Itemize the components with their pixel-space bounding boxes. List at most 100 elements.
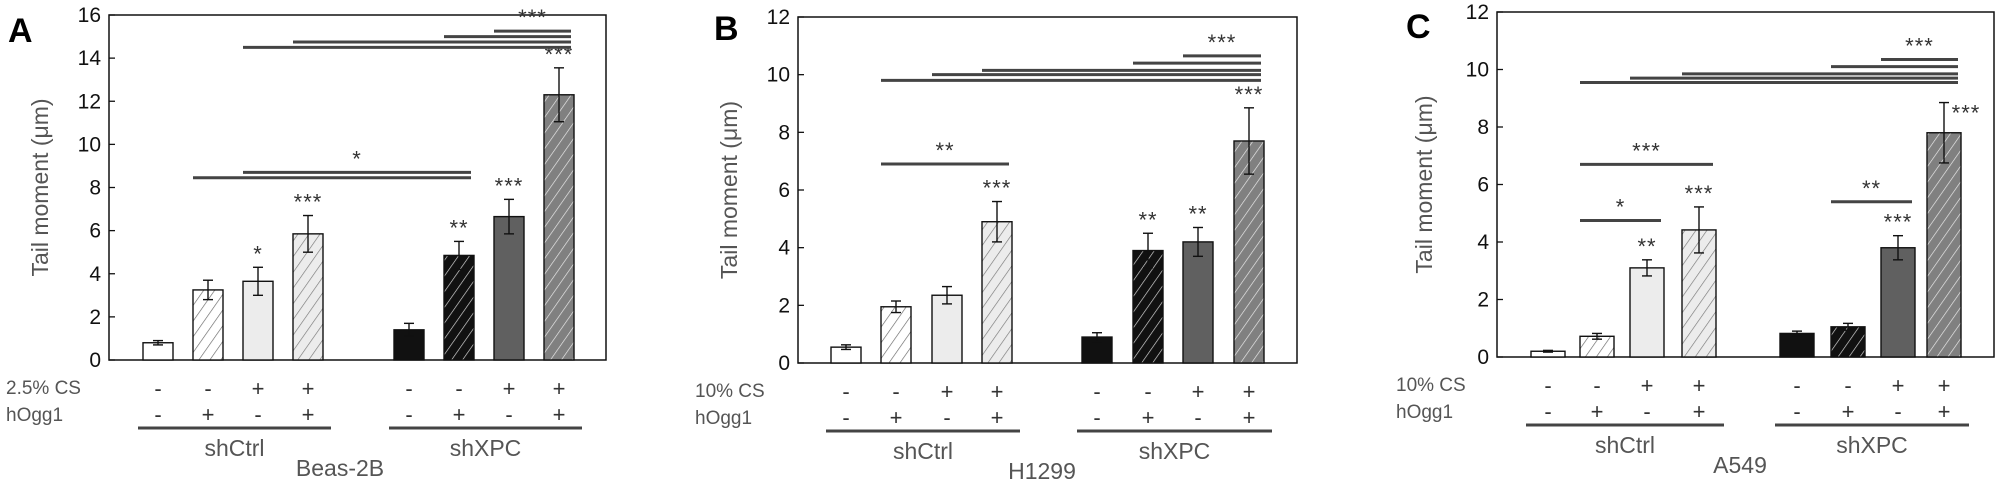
bar (1132, 249, 1164, 364)
bracket-label: *** (1208, 30, 1237, 55)
group-label: shXPC (450, 435, 522, 461)
hogg1-condition: - (1894, 399, 1901, 424)
cs-condition: + (1641, 373, 1654, 398)
bracket-label: ** (935, 138, 954, 163)
hogg1-condition: + (453, 402, 466, 427)
bar (1629, 267, 1665, 358)
cs-condition: - (405, 376, 412, 401)
cs-condition: - (204, 376, 211, 401)
y-tick-label: 8 (1477, 116, 1489, 139)
hogg1-condition: - (842, 405, 849, 430)
y-tick-label: 4 (89, 263, 101, 286)
bar (1880, 247, 1916, 358)
cs-condition: + (1892, 373, 1905, 398)
panel-label: C (1406, 8, 1431, 46)
bar (1926, 132, 1962, 358)
hogg1-condition: - (1793, 399, 1800, 424)
hogg1-condition: + (202, 402, 215, 427)
hogg1-condition: - (1643, 399, 1650, 424)
hogg1-condition: - (1544, 399, 1551, 424)
cs-condition: + (503, 376, 516, 401)
significance-label: ** (1188, 201, 1207, 226)
plot-frame (1496, 11, 1995, 358)
significance-label: ** (1138, 207, 1157, 232)
hogg1-condition: + (302, 402, 315, 427)
cs-condition: - (1593, 373, 1600, 398)
bracket-label: *** (1632, 138, 1661, 163)
hogg1-condition: - (154, 402, 161, 427)
hogg1-condition: - (1194, 405, 1201, 430)
group-label: shXPC (1836, 432, 1908, 458)
y-tick-label: 6 (1477, 174, 1489, 197)
y-tick-label: 12 (78, 90, 101, 113)
y-axis-label: Tail moment (μm) (27, 98, 53, 276)
cs-condition: + (941, 379, 954, 404)
bracket-label: *** (1905, 33, 1934, 58)
y-tick-label: 8 (778, 121, 790, 144)
hogg1-condition: - (1093, 405, 1100, 430)
hogg1-condition: + (1842, 399, 1855, 424)
row-label-hogg1: hOgg1 (695, 408, 752, 429)
bracket-label: *** (518, 5, 547, 30)
cell-line-label: Beas-2B (296, 455, 384, 481)
group-label: shCtrl (893, 438, 953, 464)
row-label-hogg1: hOgg1 (1396, 402, 1453, 423)
bar (1779, 332, 1815, 358)
bar (981, 221, 1013, 364)
y-tick-label: 8 (89, 177, 101, 200)
significance-label: *** (495, 173, 524, 198)
y-tick-label: 4 (778, 237, 790, 260)
bracket-label: ** (1862, 176, 1881, 201)
panel-label: A (8, 12, 33, 50)
y-axis-label: Tail moment (μm) (716, 101, 742, 279)
bar (1830, 326, 1866, 358)
cs-condition: - (1144, 379, 1151, 404)
y-tick-label: 10 (78, 133, 101, 156)
plot-frame (108, 14, 607, 361)
y-tick-label: 0 (89, 349, 101, 372)
y-tick-label: 2 (89, 306, 101, 329)
y-tick-label: 12 (767, 6, 790, 29)
cs-condition: - (154, 376, 161, 401)
significance-label: *** (294, 190, 323, 215)
significance-label: *** (1952, 101, 1981, 126)
cs-condition: + (302, 376, 315, 401)
row-label-cs: 2.5% CS (6, 378, 81, 399)
group-label: shCtrl (1595, 432, 1655, 458)
cs-condition: + (1693, 373, 1706, 398)
y-tick-label: 16 (78, 4, 101, 27)
cs-condition: + (1243, 379, 1256, 404)
bracket-label: * (1616, 194, 1626, 219)
bar (292, 233, 324, 361)
y-axis-label: Tail moment (μm) (1411, 95, 1437, 273)
y-tick-label: 4 (1477, 231, 1489, 254)
group-label: shCtrl (204, 435, 264, 461)
cs-condition: - (842, 379, 849, 404)
significance-label: *** (983, 176, 1012, 201)
y-tick-label: 2 (778, 294, 790, 317)
row-label-hogg1: hOgg1 (6, 405, 63, 426)
bar (880, 306, 912, 364)
y-tick-label: 6 (89, 220, 101, 243)
cell-line-label: A549 (1713, 452, 1767, 478)
bar (931, 294, 963, 364)
cs-condition: - (1844, 373, 1851, 398)
hogg1-condition: + (890, 405, 903, 430)
y-tick-label: 10 (767, 64, 790, 87)
cs-condition: + (252, 376, 265, 401)
cs-condition: + (991, 379, 1004, 404)
panel-label: B (714, 10, 739, 48)
cs-condition: + (1938, 373, 1951, 398)
hogg1-condition: - (405, 402, 412, 427)
hogg1-condition: - (254, 402, 261, 427)
bar (493, 215, 525, 361)
bar (1182, 241, 1214, 364)
hogg1-condition: + (1591, 399, 1604, 424)
y-tick-label: 2 (1477, 289, 1489, 312)
hogg1-condition: + (1693, 399, 1706, 424)
significance-label: ** (1637, 234, 1656, 259)
row-label-cs: 10% CS (695, 381, 765, 402)
significance-label: *** (545, 42, 574, 67)
cell-line-label: H1299 (1008, 458, 1076, 483)
